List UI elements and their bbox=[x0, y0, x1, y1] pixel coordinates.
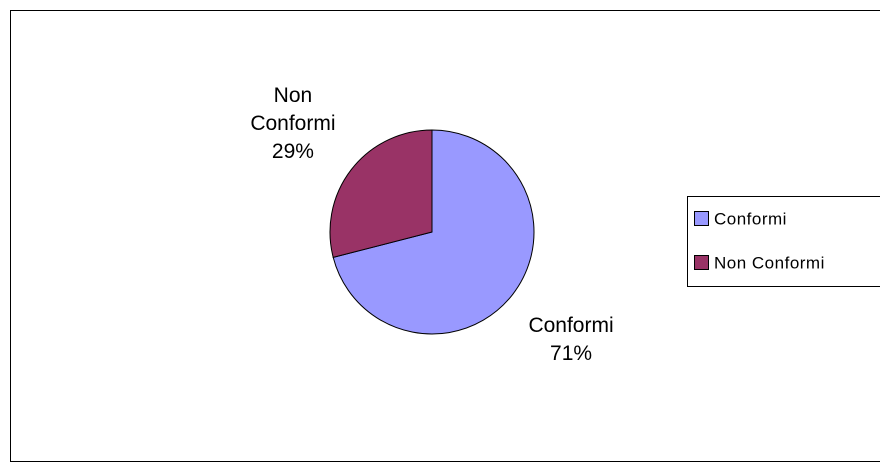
legend-box bbox=[687, 196, 880, 287]
legend-swatch bbox=[694, 255, 709, 270]
data-label-value: 29% bbox=[271, 140, 314, 164]
data-label-name: Non Conformi bbox=[250, 84, 336, 136]
legend-swatch bbox=[694, 211, 709, 226]
data-label: Non Conformi 29% bbox=[238, 82, 348, 166]
data-label: Conformi 71% bbox=[516, 312, 626, 368]
legend-label: Non Conformi bbox=[714, 253, 825, 272]
pie-slice bbox=[329, 129, 433, 258]
pie-slice bbox=[332, 129, 535, 335]
data-label-name: Conformi bbox=[528, 313, 614, 337]
data-label-value: 71% bbox=[550, 341, 593, 365]
legend-label: Conformi bbox=[714, 209, 787, 228]
